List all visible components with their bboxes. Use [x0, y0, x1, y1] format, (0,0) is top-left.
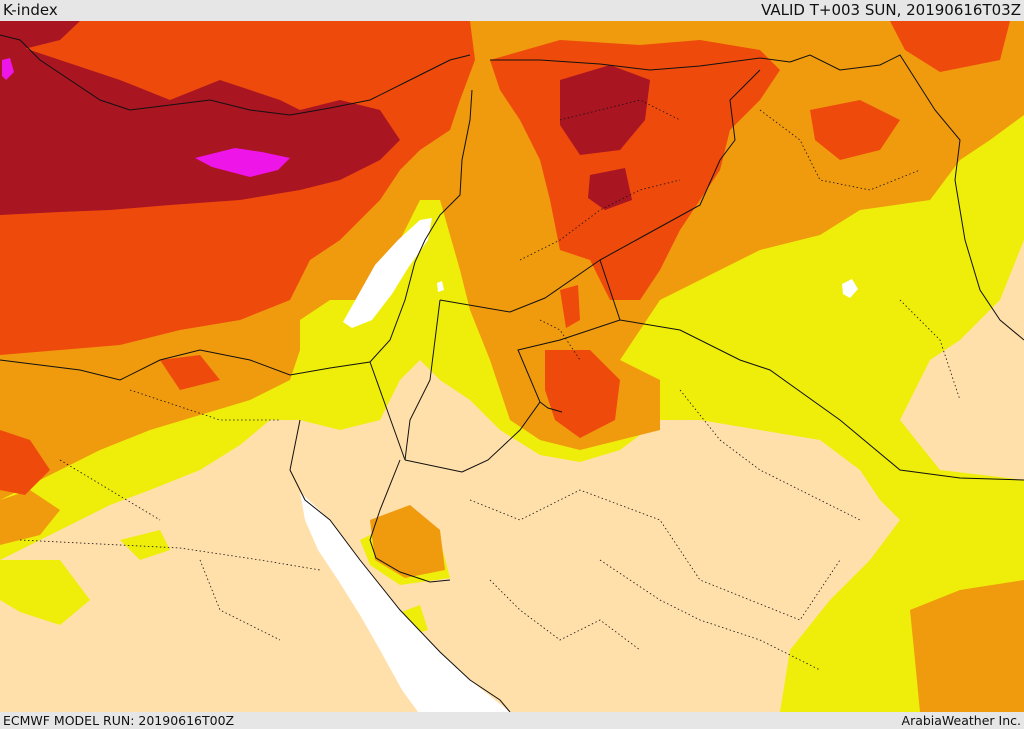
- sea-areas: [300, 218, 858, 712]
- model-run: ECMWF MODEL RUN: 20190616T00Z: [3, 713, 235, 728]
- k-index-level-5: [2, 58, 290, 177]
- valid-time: VALID T+003 SUN, 20190616T03Z: [761, 1, 1021, 19]
- map-title: K-index: [3, 1, 58, 19]
- k-index-level-4: [0, 21, 650, 215]
- k-index-map: [0, 21, 1024, 712]
- map-area: [0, 21, 1024, 712]
- country-borders: [0, 34, 1024, 712]
- header-bar: K-index VALID T+003 SUN, 20190616T03Z: [0, 0, 1024, 21]
- internal-boundaries: [19, 99, 961, 671]
- footer-bar: ECMWF MODEL RUN: 20190616T00Z ArabiaWeat…: [0, 712, 1024, 729]
- credit: ArabiaWeather Inc.: [901, 713, 1021, 728]
